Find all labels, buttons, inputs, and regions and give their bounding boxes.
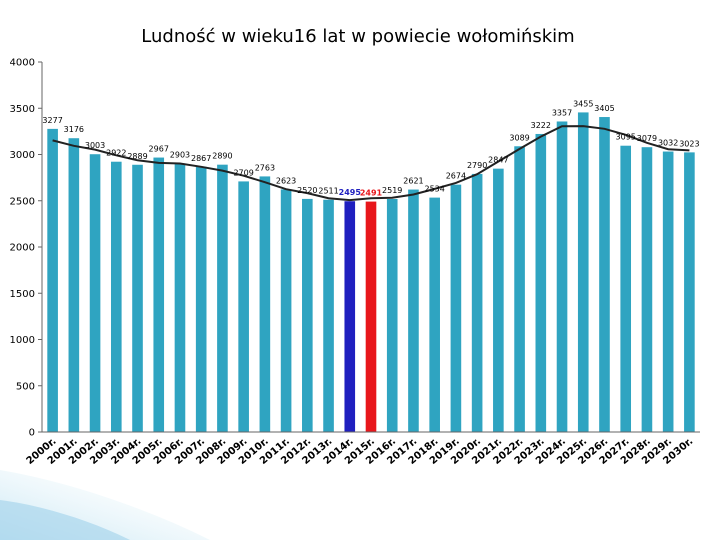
data-label: 3023 [679,139,699,148]
bar-2021r [493,168,504,432]
bar-2029r [662,151,674,433]
bar-2013r [323,199,334,432]
bar-2000r [47,128,58,432]
bar-2017r [408,189,419,432]
y-tick-label: 1500 [10,289,35,300]
data-label: 3222 [531,121,551,130]
bar-2022r [514,146,525,432]
x-axis: 2000r.2001r.2002r.2003r.2004r.2005r.2006… [25,431,700,467]
bar-2012r [302,198,313,432]
data-label: 3003 [85,141,105,150]
bar-2007r [195,166,207,433]
y-tick-label: 2000 [10,243,35,254]
data-label: 3032 [658,139,678,148]
y-tick-label: 0 [29,428,35,439]
bar-2003r [110,161,122,432]
data-label: 3277 [42,116,62,125]
data-label: 2903 [170,150,190,159]
data-label: 3405 [594,104,614,113]
y-tick-label: 1000 [10,335,35,346]
data-label: 2495 [339,188,362,197]
bar-2001r [68,138,80,432]
trend-line [52,125,690,202]
data-label: 3176 [64,125,84,134]
data-label: 2520 [297,186,317,195]
bar-2002r [89,154,101,432]
bar-2014r [344,201,356,432]
data-label: 2511 [318,187,338,196]
y-tick-label: 2500 [10,196,35,207]
bar-2008r [217,164,228,433]
bar-2024r [556,121,568,432]
data-label: 2922 [106,149,126,158]
bars [47,112,695,433]
data-label: 2867 [191,154,211,163]
bar-2006r [174,163,186,432]
data-label: 2763 [255,163,275,172]
bar-2023r [535,133,547,432]
bar-2027r [620,145,632,432]
bar-2004r [132,164,143,432]
data-label: 3095 [616,133,636,142]
data-label: 3357 [552,108,572,117]
bar-2020r [471,173,483,433]
bar-2019r [450,184,462,432]
data-label: 2621 [403,177,423,186]
data-label: 2534 [424,185,444,194]
bar-2016r [386,198,398,432]
data-label: 2674 [446,172,466,181]
trendline [52,125,690,202]
data-label: 2623 [276,176,296,185]
data-label: 2519 [382,186,402,195]
bar-2011r [280,189,292,432]
bar-2030r [684,152,695,432]
data-label: 3079 [637,134,657,143]
data-label: 2847 [488,156,508,165]
bar-2009r [238,181,249,432]
y-tick-label: 3500 [10,104,35,115]
y-tick-label: 4000 [10,58,35,69]
data-label: 2889 [127,152,147,161]
bar-2005r [153,157,165,433]
bar-2010r [259,176,271,432]
y-axis: 0 500 1000 1500 2000 2500 3000 3500 4000 [10,58,43,439]
y-tick-label: 3000 [10,150,35,161]
bar-2015r [365,201,377,432]
data-label: 3089 [509,133,529,142]
y-tick-label: 500 [16,381,35,392]
data-label: 2491 [360,189,383,198]
data-label: 2967 [149,145,169,154]
data-label: 3455 [573,99,593,108]
bar-2028r [641,147,653,432]
chart-title: Ludność w wieku16 lat w powiecie wołomiń… [141,26,574,47]
data-label: 2790 [467,161,487,170]
bar-2018r [429,197,440,432]
data-label: 2890 [212,152,232,161]
data-label: 2709 [233,168,253,177]
bar-2025r [577,112,589,432]
bar-2026r [599,117,610,432]
